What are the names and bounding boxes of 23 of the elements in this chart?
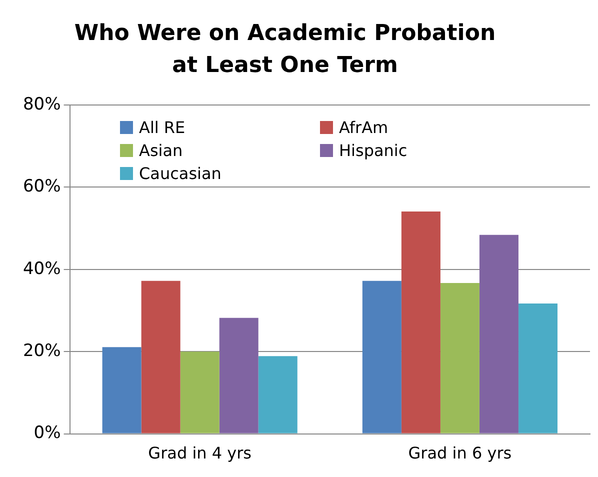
- legend-label: Hispanic: [339, 141, 408, 160]
- bar: [440, 282, 480, 434]
- legend-label: All RE: [139, 118, 186, 137]
- y-tick-label: 80%: [22, 94, 61, 114]
- bar: [219, 318, 258, 434]
- y-tick-label: 0%: [34, 423, 61, 444]
- x-tick-label: Grad in 4 yrs: [148, 444, 252, 463]
- chart-title: Who Were on Academic Probation at Least One Term: [73, 20, 497, 80]
- bar: [401, 211, 440, 434]
- bar: [479, 234, 518, 434]
- bar: [258, 356, 298, 434]
- legend-label: AfrAm: [339, 118, 388, 137]
- y-tick-label: 60%: [22, 176, 61, 197]
- bar: [141, 280, 180, 434]
- bar: [518, 304, 558, 434]
- bar: [102, 347, 142, 434]
- y-tick-label: 40%: [22, 258, 61, 279]
- legend-label: Caucasian: [139, 164, 222, 183]
- legend-label: Asian: [139, 141, 183, 160]
- bar: [180, 352, 220, 434]
- bar: [362, 280, 402, 434]
- x-tick-label: Grad in 6 yrs: [408, 444, 512, 463]
- y-tick-label: 20%: [22, 341, 61, 362]
